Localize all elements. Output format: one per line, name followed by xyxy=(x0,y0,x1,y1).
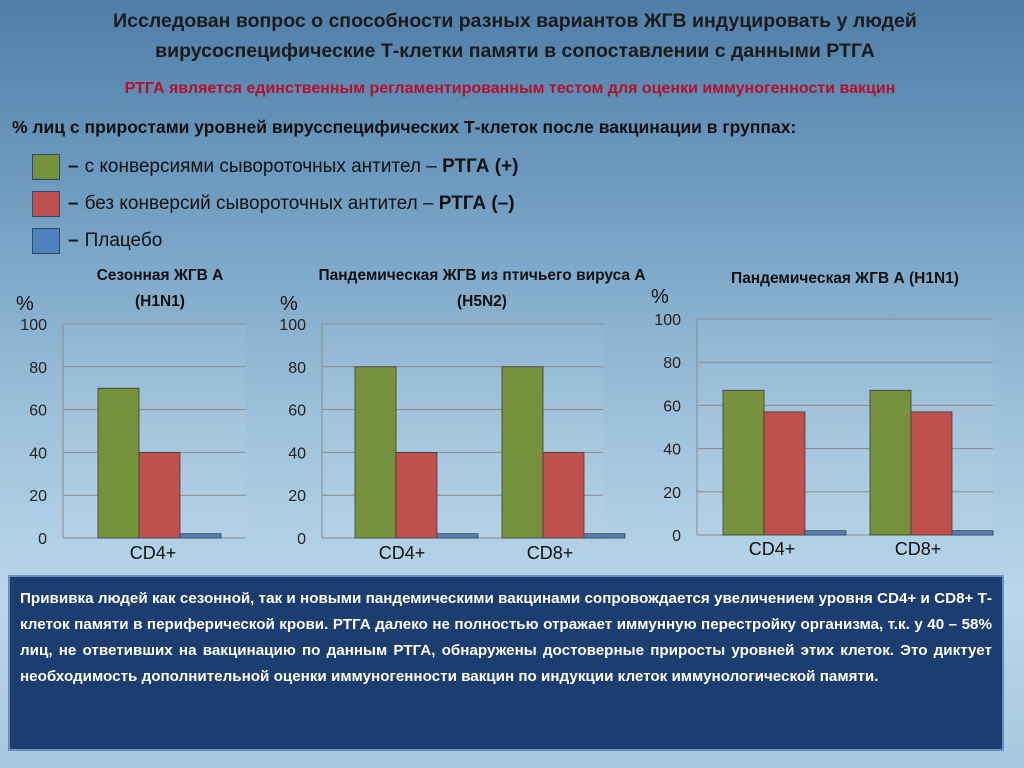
chart-3-bar-cd4plus-rtga-neg xyxy=(763,411,806,536)
chart-1-y-tick-label: 80 xyxy=(29,360,47,377)
chart-2-category-label: CD8+ xyxy=(527,543,574,563)
chart-1-ylabel: % xyxy=(16,293,34,315)
chart-3-category-label: CD4+ xyxy=(749,539,796,559)
legend-text: без конверсий сывороточных антител – xyxy=(84,192,434,214)
chart-3-y-tick-label: 40 xyxy=(663,442,681,459)
conclusion-box: Прививка людей как сезонной, так и новым… xyxy=(8,575,1004,751)
chart-1-y-tick-label: 0 xyxy=(38,531,47,548)
chart-1-category-label: CD4+ xyxy=(130,543,177,563)
chart-3-ylabel: % xyxy=(651,286,669,308)
chart-1-title: Сезонная ЖГВ А (H1N1) xyxy=(96,267,224,310)
chart-1-bar-cd4plus-rtga-neg xyxy=(138,451,181,539)
intro-text: % лиц с приростами уровней вирусспецифич… xyxy=(12,117,797,137)
chart-2-y-tick-label: 60 xyxy=(288,403,306,420)
chart-2-y-tick-label: 20 xyxy=(288,488,306,505)
legend-item-rtga-negative: – без конверсий сывороточных антител – Р… xyxy=(32,185,518,222)
chart-1-bar-cd4plus-rtga-pos xyxy=(97,387,140,539)
chart-2-bar-cd4plus-rtga-pos xyxy=(354,366,397,539)
slide-title: Исследован вопрос о способности разных в… xyxy=(113,10,917,62)
chart-2-y-tick-label: 0 xyxy=(297,531,306,548)
chart-3-bar-cd4plus-placebo xyxy=(804,530,847,536)
charts-canvas: 0 20 40 60 80 100 CD4+ 0 20 40 60 80 100 CD4+ CD8+ 0 20 4… xyxy=(20,312,994,563)
legend-swatch-green xyxy=(32,153,60,180)
chart-3-y-tick-label: 100 xyxy=(654,312,681,329)
legend-bold: РТГА (–) xyxy=(438,192,515,214)
legend: – с конверсиями сывороточных антител – Р… xyxy=(32,148,518,259)
chart-2-category-label: CD4+ xyxy=(379,543,426,563)
chart-2-bar-cd8plus-placebo xyxy=(583,533,626,539)
chart-2-y-tick-label: 100 xyxy=(279,317,306,334)
legend-swatch-blue xyxy=(32,227,60,254)
chart-1-y-tick-label: 100 xyxy=(20,317,47,334)
legend-bold: РТГА (+) xyxy=(442,155,519,177)
chart-2-y-tick-label: 40 xyxy=(288,445,306,462)
chart-3-bar-cd8plus-rtga-neg xyxy=(910,411,953,536)
legend-text: с конверсиями сывороточных антител – xyxy=(84,155,437,177)
chart-2-bar-cd8plus-rtga-neg xyxy=(542,451,585,539)
chart-2-title: Пандемическая ЖГВ из птичьего вируса А (… xyxy=(318,267,646,310)
chart-2-bar-cd8plus-rtga-pos xyxy=(501,366,544,539)
legend-swatch-red xyxy=(32,190,60,217)
legend-text: Плацебо xyxy=(84,229,163,251)
legend-item-placebo: – Плацебо xyxy=(32,222,518,259)
slide-subtitle: РТГА является единственным регламентиров… xyxy=(124,80,896,97)
legend-dash: – xyxy=(68,192,79,214)
chart-3-bar-cd8plus-rtga-pos xyxy=(869,389,912,536)
chart-1-y-tick-label: 20 xyxy=(29,488,47,505)
legend-item-rtga-positive: – с конверсиями сывороточных антител – Р… xyxy=(32,148,518,185)
legend-dash: – xyxy=(68,155,79,177)
chart-3-y-tick-label: 20 xyxy=(663,485,681,502)
chart-1-y-tick-label: 40 xyxy=(29,445,47,462)
chart-2-bar-cd4plus-rtga-neg xyxy=(395,451,438,539)
chart-3-bar-cd8plus-placebo xyxy=(951,530,994,536)
conclusion-text: Прививка людей как сезонной, так и новым… xyxy=(20,590,992,685)
chart-3-y-tick-label: 0 xyxy=(672,528,681,545)
legend-dash: – xyxy=(68,229,79,251)
chart-1-bar-cd4plus-placebo xyxy=(179,533,222,539)
chart-3-category-label: CD8+ xyxy=(895,539,942,559)
chart-2-y-tick-label: 80 xyxy=(288,360,306,377)
chart-3-bar-cd4plus-rtga-pos xyxy=(722,389,765,536)
chart-3-title: Пандемическая ЖГВ А (H1N1) xyxy=(731,270,959,287)
chart-2-ylabel: % xyxy=(280,293,298,315)
chart-3-y-tick-label: 60 xyxy=(663,398,681,415)
chart-1-y-tick-label: 60 xyxy=(29,403,47,420)
chart-2-bar-cd4plus-placebo xyxy=(436,533,479,539)
chart-3-y-tick-label: 80 xyxy=(663,355,681,372)
